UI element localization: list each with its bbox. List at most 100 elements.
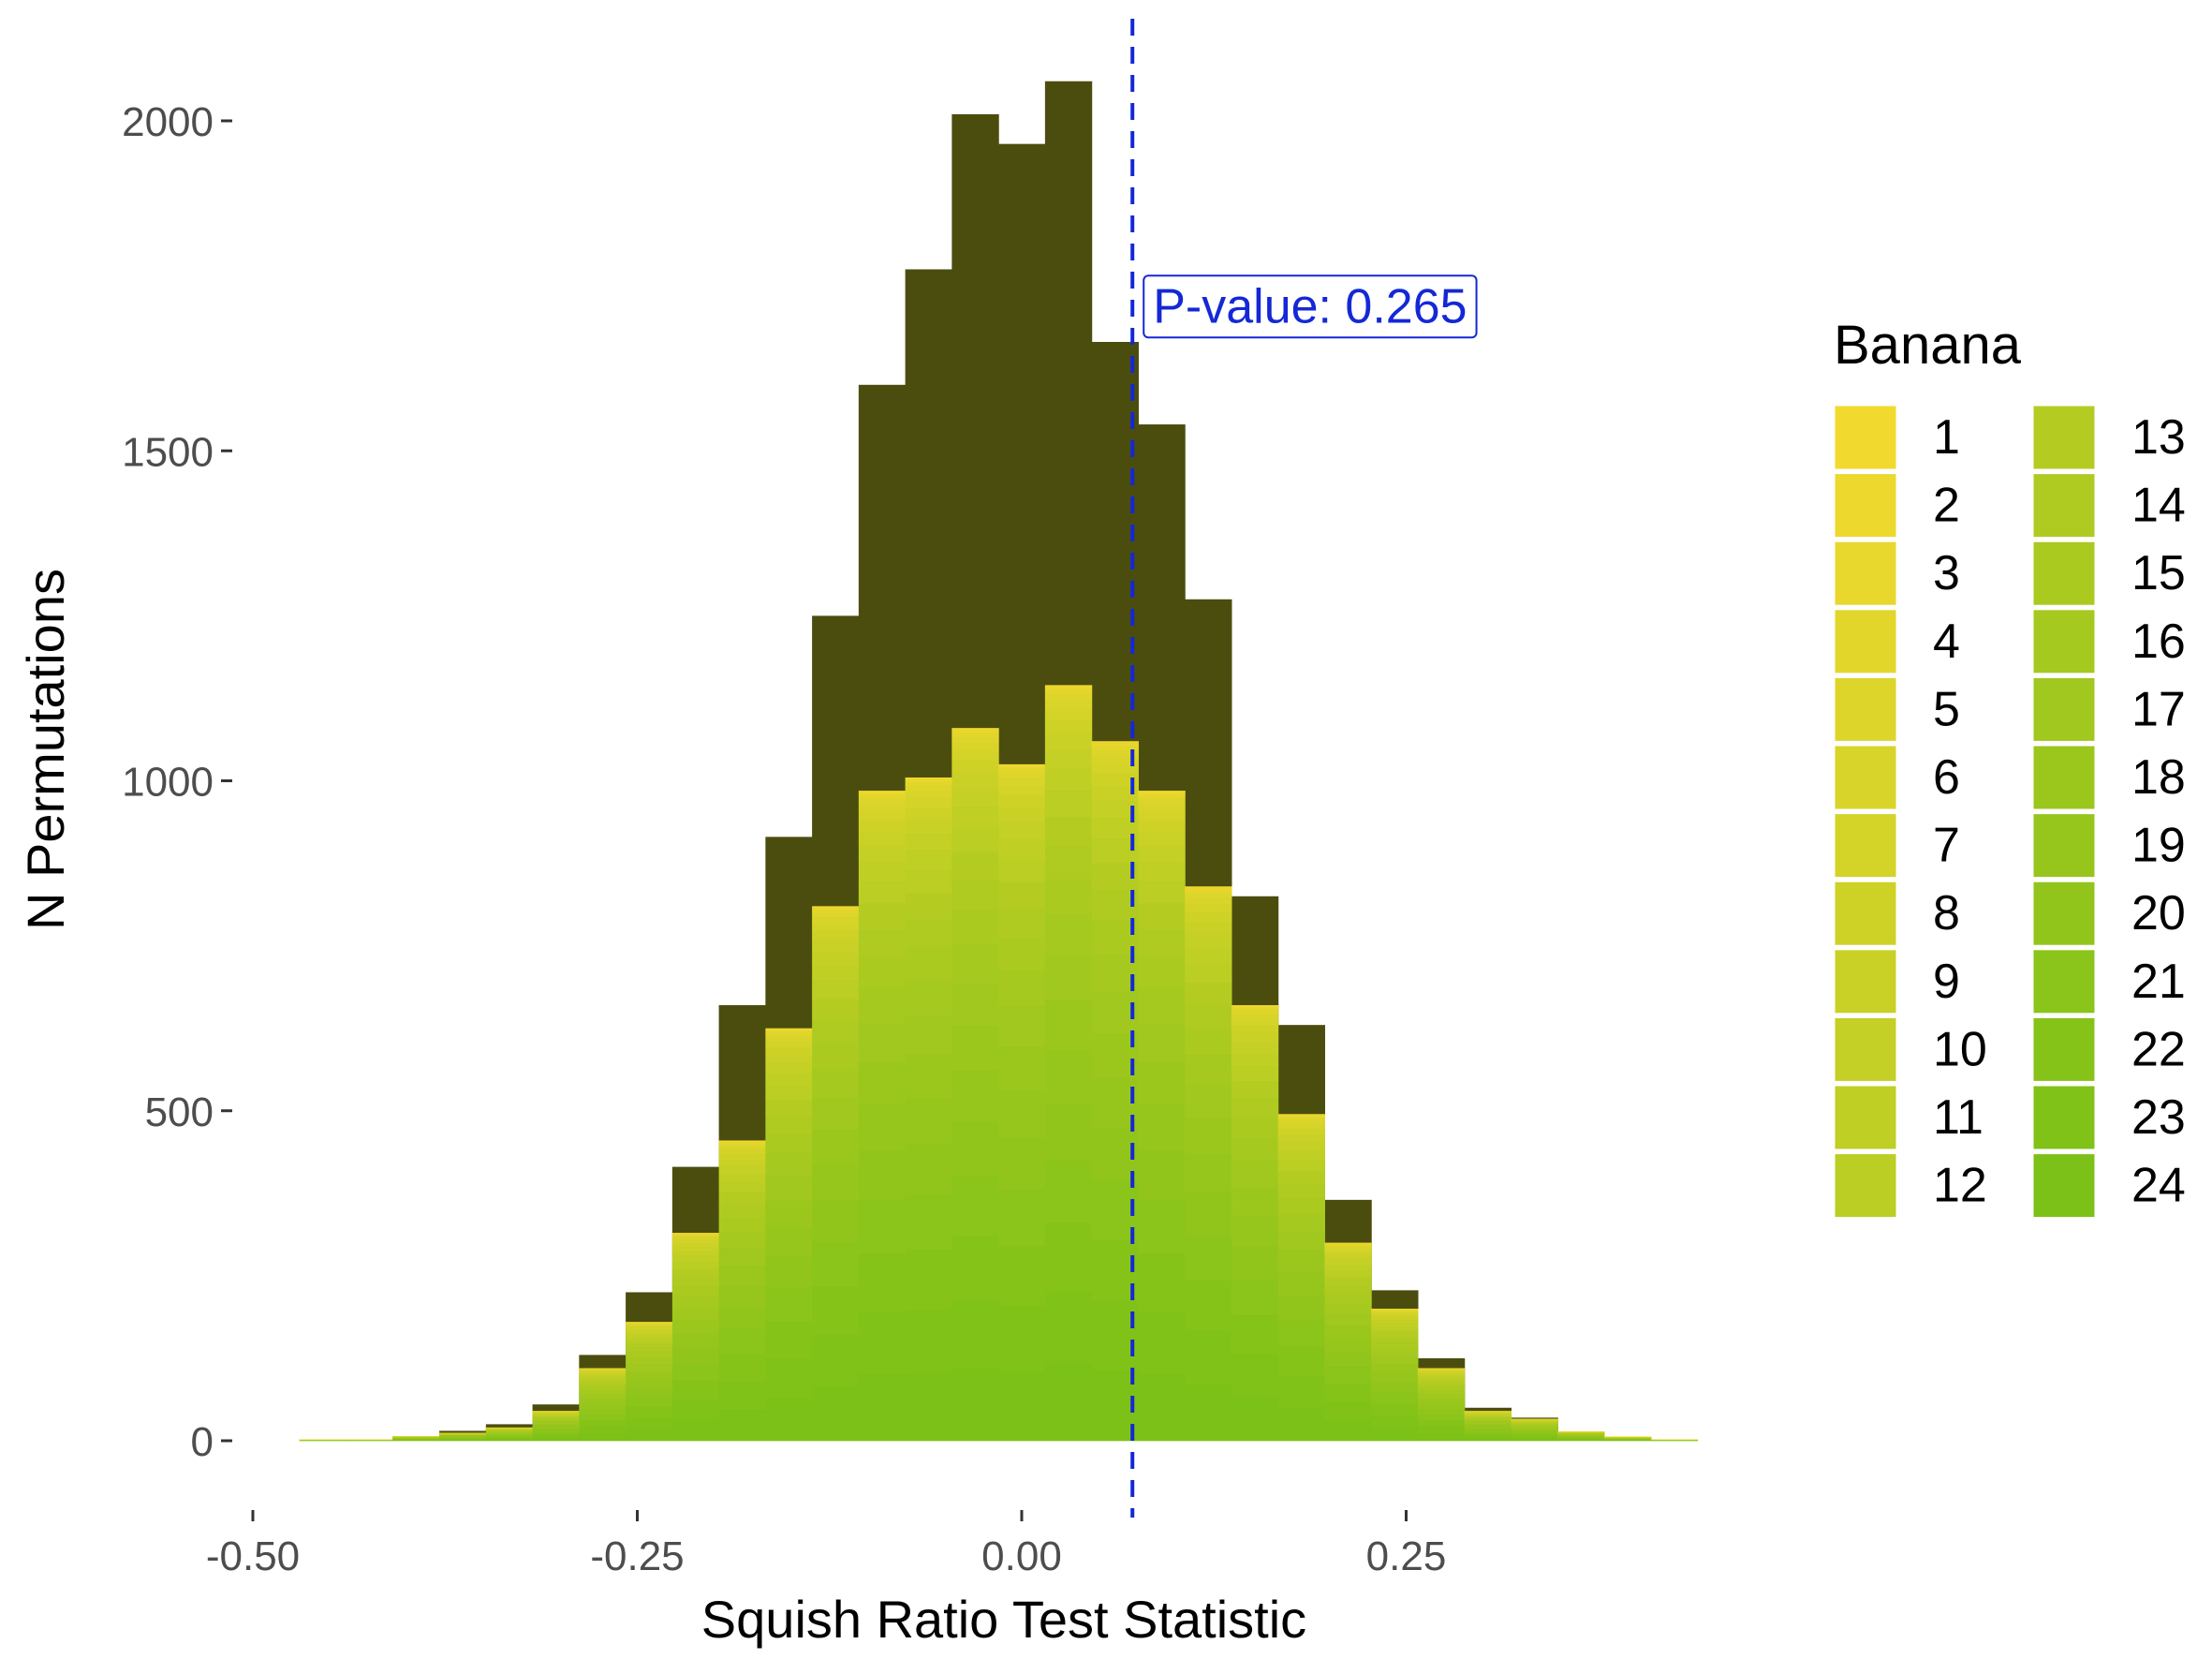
banana-bar-segment [765, 1287, 813, 1323]
x-axis: -0.50 -0.25 0.00 0.25 [206, 1510, 1446, 1579]
banana-bar-segment [1557, 1439, 1605, 1442]
banana-bar-segment [485, 1432, 534, 1434]
banana-bar-segment [1044, 1290, 1093, 1364]
banana-bar-segment [951, 728, 999, 731]
banana-bar-segment [1138, 903, 1186, 929]
banana-bar-segment [998, 1246, 1046, 1307]
banana-bar-segment [765, 1322, 813, 1359]
banana-bar-segment [1138, 820, 1186, 833]
banana-bar-segment [1511, 1425, 1558, 1428]
banana-bar-segment [1185, 889, 1232, 894]
banana-bar-segment [1464, 1411, 1512, 1413]
banana-bar-segment [1464, 1431, 1512, 1436]
banana-bar-segment [1231, 1097, 1279, 1118]
y-axis-title: N Permutations [16, 569, 75, 930]
banana-bar-segment [1277, 1197, 1325, 1214]
legend-label: 18 [2131, 750, 2186, 805]
banana-bar-segment [1138, 1023, 1186, 1062]
banana-bar-segment [718, 1144, 766, 1148]
banana-bar-segment [858, 798, 907, 805]
legend-key [2030, 674, 2098, 744]
banana-bar-segment [1417, 1398, 1466, 1404]
banana-bar-segment [1277, 1250, 1325, 1272]
banana-bar-segment [951, 1298, 999, 1369]
banana-bar-segment [671, 1319, 720, 1334]
legend-label: 23 [2131, 1090, 2186, 1145]
banana-bar-segment [579, 1369, 627, 1370]
banana-bar-segment [1277, 1116, 1325, 1118]
banana-bar-segment [579, 1372, 627, 1375]
banana-bar-segment [765, 1133, 813, 1154]
banana-bar-segment [951, 807, 999, 828]
banana-bar-segment [1324, 1277, 1372, 1285]
banana-bar-segment [1231, 1032, 1279, 1043]
banana-bar-segment [1371, 1348, 1419, 1356]
banana-bar-segment [1511, 1421, 1558, 1423]
banana-bar-segment [532, 1423, 580, 1426]
banana-bar-segment [1324, 1302, 1372, 1314]
banana-bar-segment [671, 1233, 720, 1235]
legend-key [2030, 1015, 2098, 1084]
banana-bar-segment [1185, 921, 1232, 934]
banana-bar-segment [1138, 1061, 1186, 1104]
legend-key [2030, 403, 2098, 472]
banana-bar-segment [998, 785, 1046, 796]
banana-bar-segment [812, 1129, 860, 1164]
banana-bar-segment [1044, 791, 1093, 817]
banana-bar-segment [1091, 800, 1139, 819]
banana-bar-segment [1557, 1439, 1605, 1441]
banana-bar-segment [1464, 1413, 1512, 1415]
banana-bar-segment [812, 912, 860, 918]
banana-bar-segment [532, 1418, 580, 1421]
legend-key [1832, 1151, 1899, 1221]
y-axis: 0 500 1000 1500 2000 [122, 99, 232, 1465]
banana-bar-segment [1138, 832, 1186, 847]
banana-bar-segment [392, 1438, 440, 1439]
banana-bar-segment [439, 1434, 487, 1436]
banana-bar-segment [998, 1089, 1046, 1139]
banana-bar-segment [1557, 1435, 1605, 1437]
banana-bar-segment [905, 781, 952, 786]
banana-bar-segment [951, 983, 999, 1026]
banana-bar-segment [579, 1374, 627, 1377]
banana-bar-segment [485, 1429, 534, 1431]
banana-bar-segment [579, 1376, 627, 1379]
banana-bar-segment [905, 1144, 952, 1195]
banana-bar-segment [998, 858, 1046, 882]
legend-label: 3 [1933, 546, 1960, 600]
banana-bar-segment [392, 1439, 440, 1441]
banana-bar-segment [1464, 1418, 1512, 1421]
banana-bar-segment [718, 1141, 766, 1143]
banana-bar-segment [671, 1285, 720, 1296]
banana-bar-segment [485, 1434, 534, 1437]
banana-bar-segment [392, 1440, 440, 1442]
banana-bar-segment [718, 1173, 766, 1183]
banana-bar-segment [858, 1149, 907, 1200]
banana-bar-segment [1371, 1402, 1419, 1415]
banana-bar-segment [718, 1192, 766, 1205]
banana-bar-segment [812, 940, 860, 953]
legend-label: 20 [2131, 886, 2186, 941]
banana-bar-segment [1417, 1369, 1466, 1370]
banana-bar-segment [532, 1412, 580, 1414]
banana-bar-segment [485, 1433, 534, 1435]
banana-bar-segment [1511, 1434, 1558, 1437]
banana-bar-segment [626, 1379, 673, 1388]
legend-label: 10 [1933, 1022, 1987, 1076]
banana-bar-segment [626, 1342, 673, 1348]
banana-bar-segment [1371, 1314, 1419, 1318]
banana-bar-segment [1324, 1249, 1372, 1252]
banana-bar-segment [1044, 816, 1093, 846]
banana-bar-segment [532, 1413, 580, 1415]
legend-title: Banana [1834, 315, 2022, 376]
x-tick-label: -0.25 [590, 1533, 684, 1579]
pvalue-annotation: P-value: 0.265 [1143, 274, 1478, 339]
banana-bar-segment [858, 794, 907, 799]
banana-bar-segment [1185, 1384, 1232, 1442]
banana-bar-segment [1324, 1243, 1372, 1246]
banana-bar-segment [951, 1367, 999, 1442]
x-tick-label: 0.00 [981, 1533, 1062, 1579]
banana-bar-segment [812, 1385, 860, 1442]
banana-bar-segment [626, 1371, 673, 1380]
banana-bar-segment [1185, 963, 1232, 984]
